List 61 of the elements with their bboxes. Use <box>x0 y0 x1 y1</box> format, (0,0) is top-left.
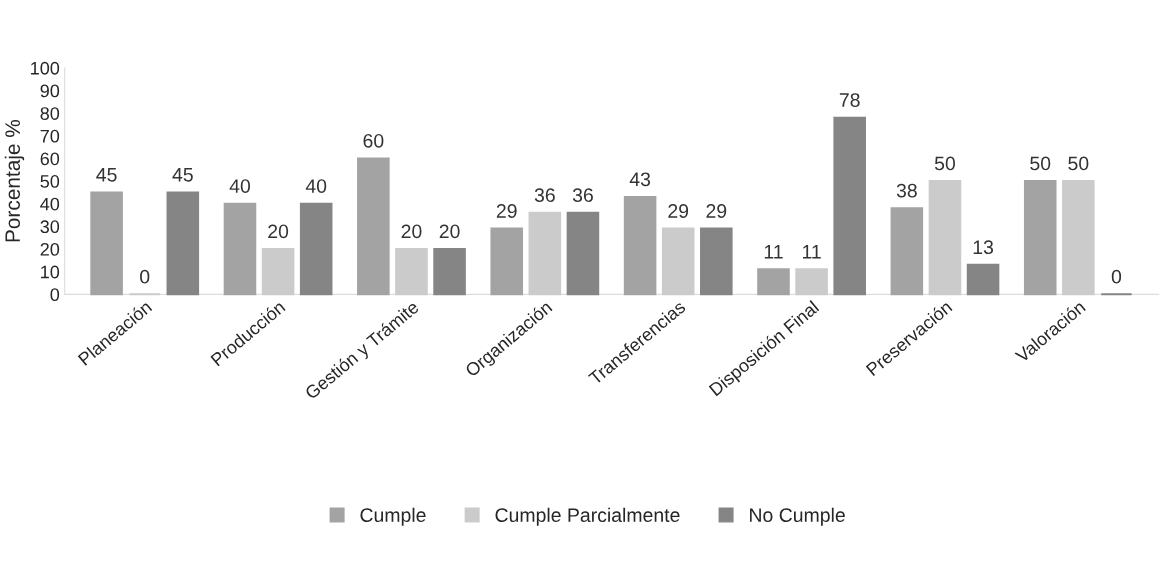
y-tick-label: 0 <box>50 288 60 302</box>
bar <box>490 227 524 296</box>
y-tick-label: 90 <box>40 84 60 98</box>
data-label: 36 <box>572 188 593 203</box>
bar <box>700 227 733 296</box>
legend-label: Cumple Parcialmente <box>495 507 680 526</box>
y-tick-label: 20 <box>40 242 60 256</box>
legend-label: Cumple <box>360 507 426 526</box>
bar <box>1062 180 1095 296</box>
bar <box>833 116 866 296</box>
y-tick-label: 10 <box>41 265 60 279</box>
bar <box>223 202 257 296</box>
bar <box>433 248 466 296</box>
data-label: 20 <box>401 224 422 239</box>
data-label: 43 <box>629 172 651 187</box>
data-label: 13 <box>973 240 994 255</box>
y-tick-label: 80 <box>40 107 60 120</box>
data-label: 45 <box>96 168 117 182</box>
data-label: 45 <box>172 168 193 182</box>
bar <box>623 195 657 296</box>
bar <box>166 191 200 296</box>
bar <box>928 180 962 296</box>
bar <box>566 211 600 296</box>
bar <box>1023 180 1057 296</box>
bar <box>261 248 295 296</box>
data-label: 0 <box>140 269 150 284</box>
bar <box>795 268 828 296</box>
data-label: 60 <box>363 133 384 148</box>
bar <box>395 248 428 296</box>
data-label: 40 <box>305 179 327 193</box>
legend-label: No Cumple <box>750 507 845 526</box>
data-label: 11 <box>802 245 821 259</box>
bar <box>890 207 924 296</box>
data-label: 29 <box>496 204 517 218</box>
data-label: 29 <box>706 204 727 218</box>
y-axis-title: Porcentaje % <box>4 119 25 242</box>
y-tick-label: 100 <box>31 61 60 75</box>
data-label: 50 <box>934 156 956 171</box>
data-label: 78 <box>839 93 860 107</box>
bar <box>757 268 790 296</box>
data-label: 36 <box>534 188 555 203</box>
bar <box>90 191 123 296</box>
y-tick-label: 60 <box>40 152 60 166</box>
data-label: 29 <box>668 204 689 218</box>
data-label: 20 <box>439 224 460 239</box>
y-tick-label: 50 <box>40 175 60 188</box>
data-label: 50 <box>1068 156 1089 171</box>
data-label: 38 <box>896 183 917 198</box>
data-label: 40 <box>229 179 251 193</box>
y-tick-label: 70 <box>40 129 60 143</box>
bar <box>357 157 390 296</box>
data-label: 20 <box>268 224 289 239</box>
bar <box>966 263 1000 296</box>
data-label: 0 <box>1111 269 1122 284</box>
bar <box>299 202 333 296</box>
data-label: 11 <box>764 245 783 259</box>
data-label: 50 <box>1030 156 1051 171</box>
bar <box>528 211 562 296</box>
y-tick-label: 30 <box>40 220 60 234</box>
bar <box>661 227 695 296</box>
y-tick-label: 40 <box>40 197 60 211</box>
